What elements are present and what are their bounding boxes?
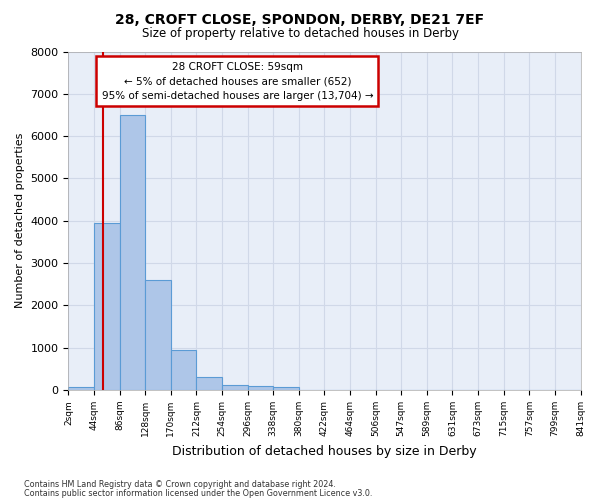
Y-axis label: Number of detached properties: Number of detached properties xyxy=(15,133,25,308)
Bar xyxy=(171,350,196,390)
Bar xyxy=(248,386,273,390)
Bar xyxy=(145,280,171,390)
Bar xyxy=(68,387,94,390)
Text: Size of property relative to detached houses in Derby: Size of property relative to detached ho… xyxy=(142,28,458,40)
Bar xyxy=(196,377,222,390)
Text: Contains public sector information licensed under the Open Government Licence v3: Contains public sector information licen… xyxy=(24,489,373,498)
X-axis label: Distribution of detached houses by size in Derby: Distribution of detached houses by size … xyxy=(172,444,477,458)
Text: 28, CROFT CLOSE, SPONDON, DERBY, DE21 7EF: 28, CROFT CLOSE, SPONDON, DERBY, DE21 7E… xyxy=(115,12,485,26)
Bar xyxy=(273,387,299,390)
Text: 28 CROFT CLOSE: 59sqm
← 5% of detached houses are smaller (652)
95% of semi-deta: 28 CROFT CLOSE: 59sqm ← 5% of detached h… xyxy=(101,62,373,102)
Bar xyxy=(94,223,119,390)
Bar xyxy=(222,384,248,390)
Text: Contains HM Land Registry data © Crown copyright and database right 2024.: Contains HM Land Registry data © Crown c… xyxy=(24,480,336,489)
Bar xyxy=(119,115,145,390)
